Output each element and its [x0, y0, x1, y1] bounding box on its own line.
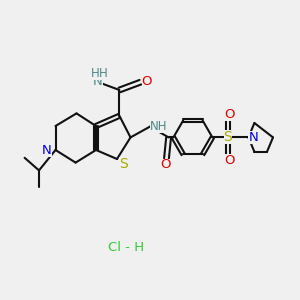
Text: H: H: [91, 67, 100, 80]
Text: S: S: [224, 130, 232, 144]
Text: N: N: [42, 143, 52, 157]
Text: S: S: [119, 157, 128, 171]
Text: NH: NH: [150, 119, 168, 133]
Text: O: O: [224, 108, 235, 121]
Text: N: N: [93, 75, 103, 88]
Text: O: O: [224, 154, 235, 167]
Text: N: N: [248, 130, 258, 144]
Text: H: H: [99, 67, 108, 80]
Text: O: O: [142, 75, 152, 88]
Text: O: O: [161, 158, 171, 172]
Text: Cl - H: Cl - H: [108, 241, 144, 254]
